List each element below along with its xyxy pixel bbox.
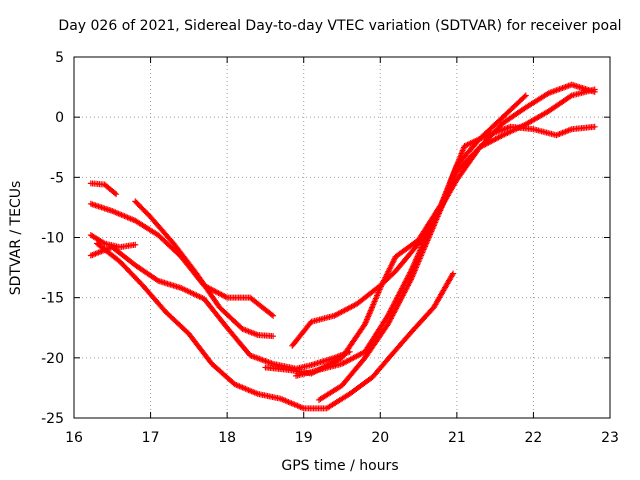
x-tick-label: 17 [142,430,160,446]
series-track-4 [132,198,277,340]
interpolated-point [111,190,118,197]
y-axis: 5 0 -5 -10 -15 -20 -25 [41,50,610,427]
series-track-9 [293,81,598,379]
interpolated-point [100,239,107,246]
data-point [270,333,277,340]
y-tick-label: -25 [41,411,64,427]
y-tick-label: 0 [55,110,64,126]
data-point [113,191,120,198]
data-point [522,92,529,99]
y-tick-label: -20 [41,351,64,367]
x-tick-label: 21 [448,430,466,446]
y-tick-label: -10 [41,231,64,247]
y-tick-label: -5 [50,170,64,186]
x-tick-label: 19 [295,430,313,446]
x-tick-label: 18 [218,430,236,446]
data-point [270,312,277,319]
series-track-5 [87,244,353,372]
series-track-1 [87,180,120,198]
chart-title: Day 026 of 2021, Sidereal Day-to-day VTE… [58,18,621,34]
x-axis-title: GPS time / hours [281,458,398,474]
interpolated-point [521,93,528,100]
series-track-6 [93,240,457,412]
grid [74,57,610,418]
x-axis: 16 17 18 19 20 21 22 23 [65,57,619,446]
x-tick-label: 23 [601,430,619,446]
data-point [591,86,598,93]
series-track-10 [316,86,598,403]
data-point [450,270,457,277]
y-tick-label: 5 [55,50,64,66]
data-point [132,241,139,248]
data-point [591,123,598,130]
y-axis-title: SDTVAR / TECUs [8,181,24,296]
x-tick-label: 16 [65,430,83,446]
x-tick-label: 22 [525,430,543,446]
interpolated-point [268,311,275,318]
interpolated-point [567,93,574,100]
series-track-8 [289,123,598,349]
y-tick-label: -15 [41,291,64,307]
x-tick-label: 20 [371,430,389,446]
data-points [87,81,598,412]
